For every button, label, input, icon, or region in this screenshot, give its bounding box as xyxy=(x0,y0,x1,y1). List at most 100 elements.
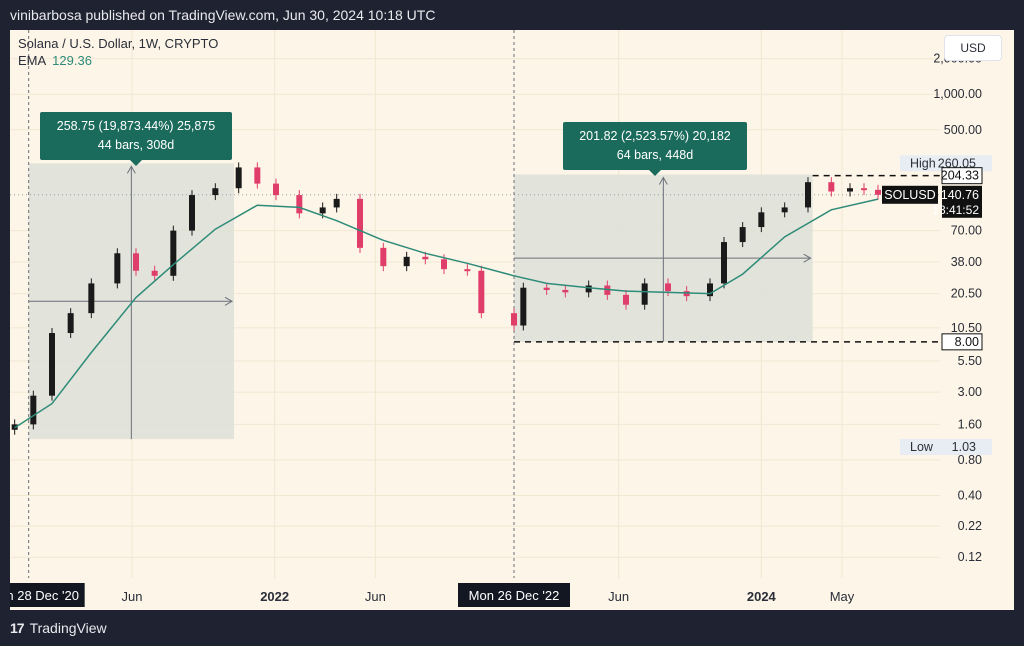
candle xyxy=(133,253,139,271)
price-tag-label: Low xyxy=(910,440,934,454)
candle xyxy=(189,195,195,231)
candle xyxy=(151,270,158,276)
arrow-right-icon xyxy=(803,253,812,263)
candle xyxy=(543,287,550,290)
y-tick-label: 20.50 xyxy=(951,287,982,301)
publish-text: vinibarbosa published on TradingView.com… xyxy=(10,7,436,23)
current-price-box xyxy=(942,185,982,218)
symbol-title: Solana / U.S. Dollar, 1W, CRYPTO xyxy=(18,36,219,51)
current-price-value: 140.76 xyxy=(941,188,979,202)
measure-1-duration: 44 bars, 308d xyxy=(97,138,175,152)
candle xyxy=(641,283,648,305)
x-tick-label: Jun xyxy=(608,589,629,604)
y-tick-label: 0.40 xyxy=(958,488,982,502)
crosshair-date-box xyxy=(10,583,85,607)
chart-legend: Solana / U.S. Dollar, 1W, CRYPTO EMA 129.… xyxy=(18,35,218,69)
price-tag-value: 260.05 xyxy=(938,156,976,170)
candle xyxy=(254,167,261,184)
measure-1-change: 258.75 (19,873.44%) 25,875 xyxy=(56,119,216,133)
level-price-label: 8.00 xyxy=(955,335,979,349)
candle xyxy=(464,269,471,272)
y-tick-label: 0.22 xyxy=(958,519,982,533)
measure-label-1: 258.75 (19,873.44%) 25,875 44 bars, 308d xyxy=(40,112,232,166)
level-price-box xyxy=(941,333,983,351)
candle xyxy=(520,287,527,326)
y-tick-label: 1.60 xyxy=(958,417,982,431)
candle xyxy=(805,182,811,208)
brand-name: TradingView xyxy=(29,620,107,636)
candle xyxy=(604,285,611,295)
candle xyxy=(296,195,303,214)
price-tag-box xyxy=(900,438,992,455)
candle xyxy=(170,230,177,276)
candle xyxy=(422,256,429,260)
currency-button[interactable]: USD xyxy=(944,35,1002,61)
tradingview-logo-icon: 17 xyxy=(10,620,25,636)
crosshair-date-label: Mon 26 Dec '22 xyxy=(469,588,560,603)
symbol-tag-label: SOLUSD xyxy=(884,188,935,202)
measure-2-change: 201.82 (2,523.57%) 20,182 xyxy=(579,129,731,143)
y-tick-label: 70.00 xyxy=(951,224,982,238)
candle xyxy=(380,247,387,267)
countdown-timer: 13:41:52 xyxy=(932,203,979,217)
level-price-box xyxy=(941,167,983,185)
candle xyxy=(707,283,713,297)
candle xyxy=(875,189,881,195)
level-price-label: 204.33 xyxy=(941,169,979,183)
candle xyxy=(403,256,410,267)
candle xyxy=(562,289,569,293)
y-tick-label: 500.00 xyxy=(944,123,982,137)
y-tick-label: 0.12 xyxy=(958,550,982,564)
y-tick-label: 1,000.00 xyxy=(933,87,982,101)
measure-2-duration: 64 bars, 448d xyxy=(616,148,694,162)
candle xyxy=(30,395,37,425)
crosshair-date-label: n 28 Dec '20 xyxy=(10,588,79,603)
candle xyxy=(623,294,629,305)
measure-label-2: 201.82 (2,523.57%) 20,182 64 bars, 448d xyxy=(563,122,747,176)
arrow-right-icon xyxy=(224,296,234,306)
candle xyxy=(67,313,74,334)
candle xyxy=(235,167,242,189)
arrow-up-icon xyxy=(658,176,668,185)
x-tick-label: Jun xyxy=(122,589,143,604)
candle xyxy=(585,285,592,293)
y-tick-label: 3.00 xyxy=(958,385,982,399)
price-tag-value: 1.03 xyxy=(952,440,976,454)
symbol-tag-box xyxy=(882,185,938,204)
candle xyxy=(333,198,340,208)
candle xyxy=(511,313,517,326)
ema-label: EMA xyxy=(18,53,47,68)
x-tick-label: Jun xyxy=(365,589,386,604)
candle xyxy=(319,207,326,214)
crosshair-date-box xyxy=(458,583,570,607)
price-tag-label: High xyxy=(910,156,936,170)
candle xyxy=(781,207,788,213)
candle xyxy=(758,212,765,228)
ema-line xyxy=(14,198,879,429)
x-tick-label: May xyxy=(830,589,855,604)
chart-area[interactable]: 2,000.001,000.00500.0070.0038.0020.5010.… xyxy=(10,30,1014,610)
candle xyxy=(861,188,867,191)
ema-value: 129.36 xyxy=(52,53,92,68)
x-tick-label: 2024 xyxy=(747,589,777,604)
candle xyxy=(114,253,121,284)
x-tick-label: 2022 xyxy=(260,589,289,604)
publish-header: vinibarbosa published on TradingView.com… xyxy=(0,0,1024,30)
y-tick-label: 5.50 xyxy=(958,354,982,368)
candle xyxy=(478,270,485,314)
y-tick-label: 0.80 xyxy=(958,453,982,467)
y-tick-label: 38.00 xyxy=(951,255,982,269)
footer: 17 TradingView xyxy=(0,610,1024,646)
candle xyxy=(273,183,279,196)
candle xyxy=(441,259,447,270)
candle xyxy=(212,188,219,196)
candle xyxy=(665,283,671,292)
candle xyxy=(88,283,95,314)
candle xyxy=(828,182,835,192)
candle xyxy=(721,242,727,284)
arrow-up-icon xyxy=(126,165,136,174)
price-chart[interactable]: 2,000.001,000.00500.0070.0038.0020.5010.… xyxy=(10,30,1014,610)
candle xyxy=(49,333,55,396)
candle xyxy=(739,227,746,243)
candle xyxy=(357,198,363,248)
